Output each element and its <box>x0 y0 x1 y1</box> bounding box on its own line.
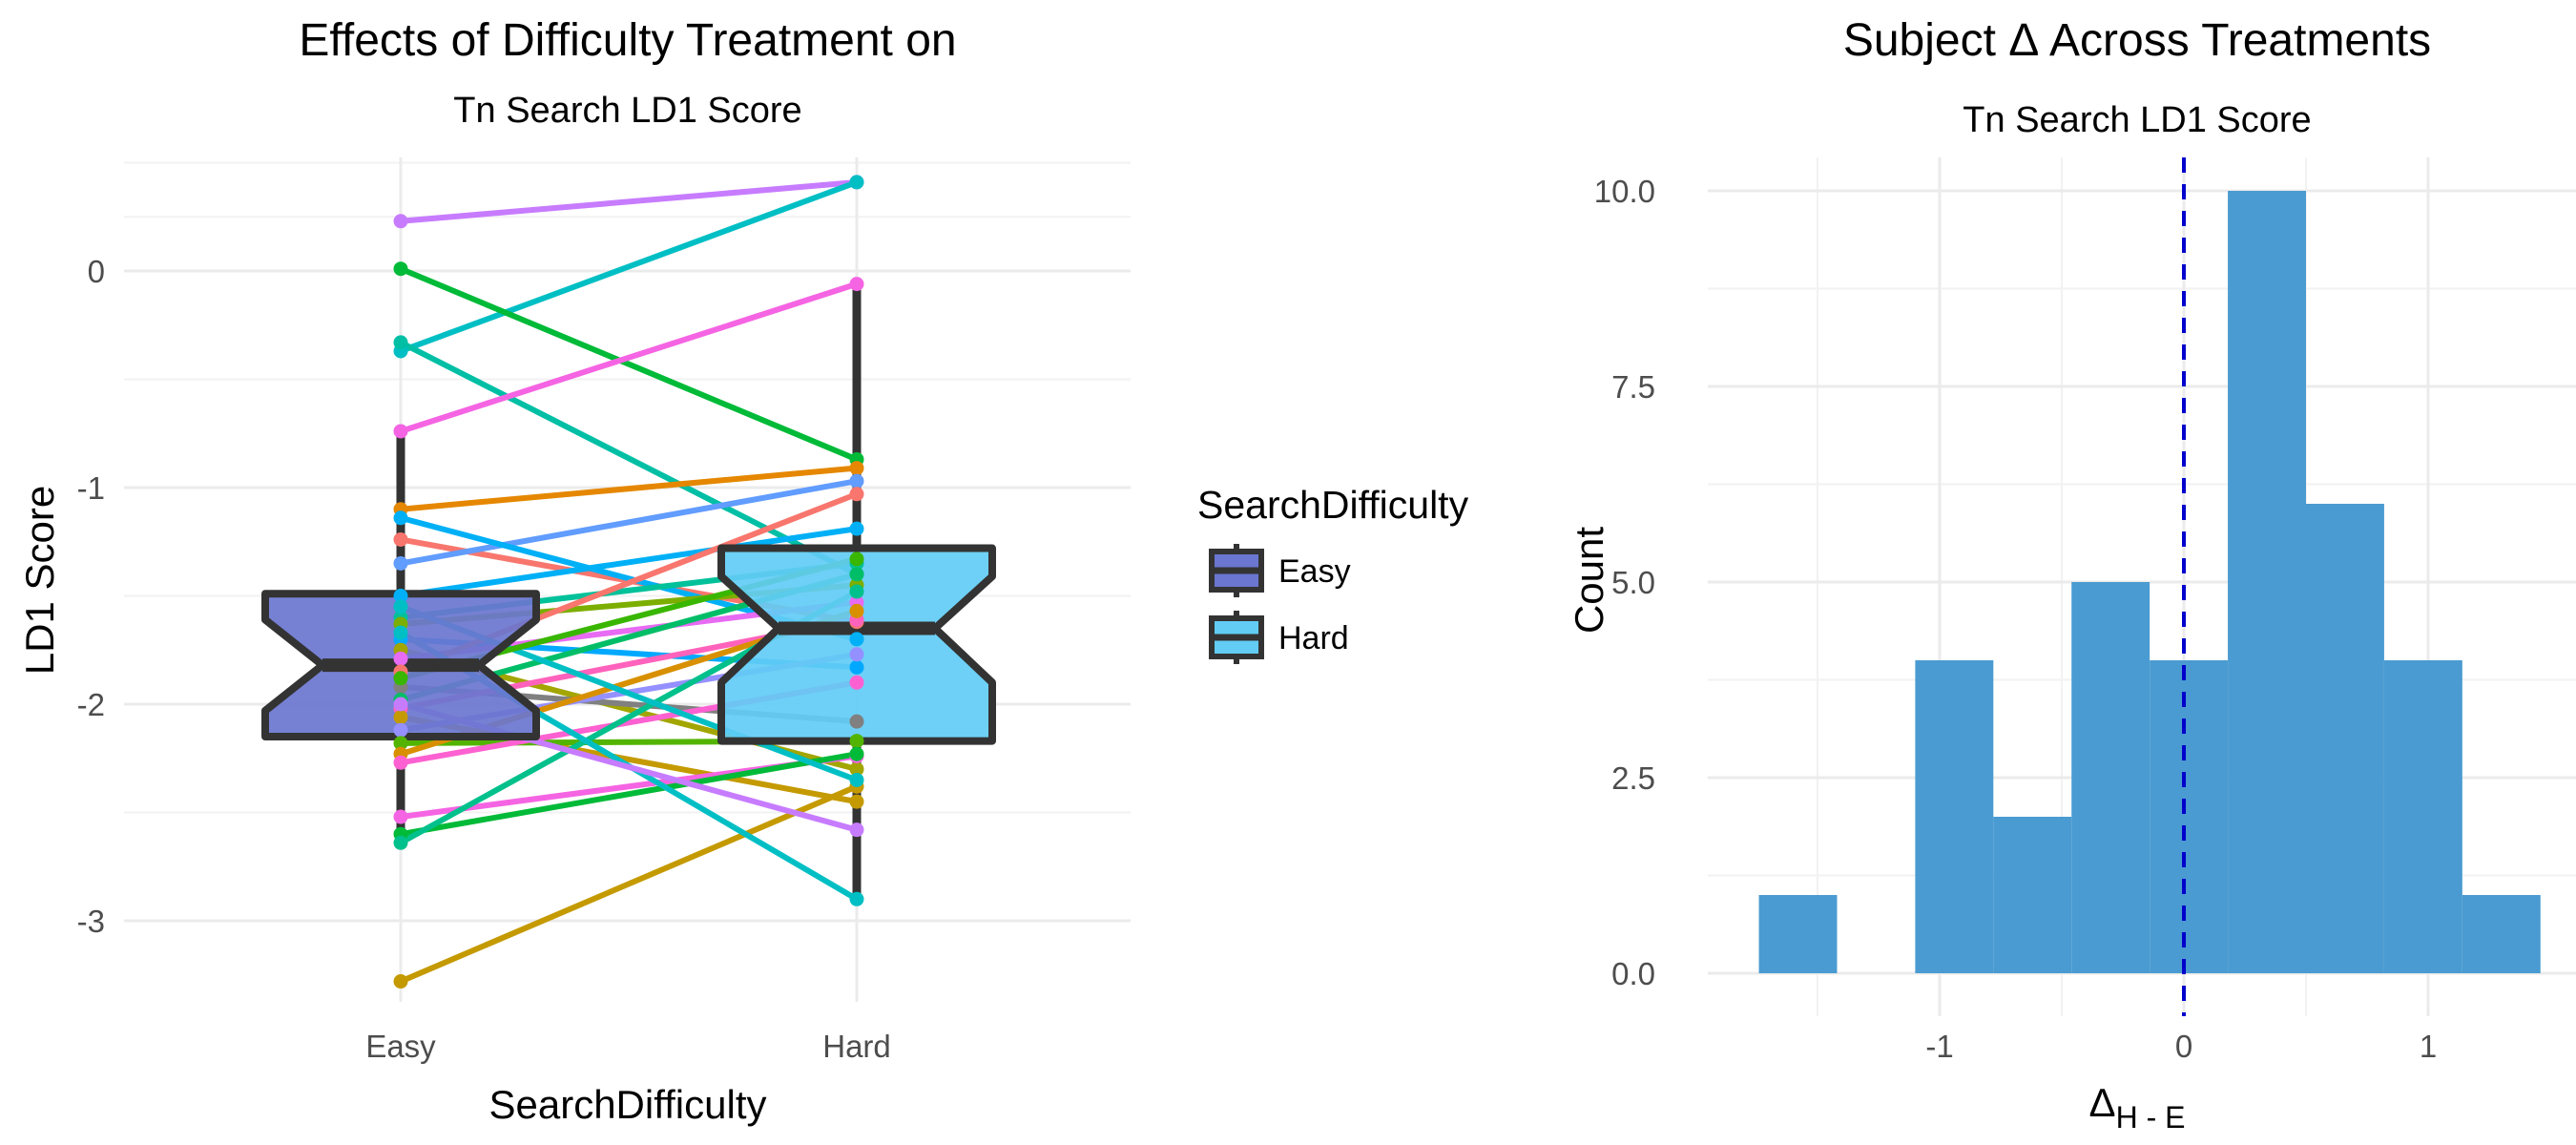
subject-point-hard <box>849 761 864 777</box>
delta-subscript: H - E <box>2116 1100 2186 1135</box>
histogram-bar <box>2462 895 2541 973</box>
y-tick-label: -3 <box>77 904 105 939</box>
subject-point-hard <box>849 822 864 838</box>
subject-line <box>398 281 860 434</box>
subject-point-easy <box>393 710 408 725</box>
subject-point-hard <box>849 487 864 502</box>
legend-title: SearchDifficulty <box>1197 483 1469 527</box>
subject-line <box>398 339 860 577</box>
histogram-bar <box>1915 660 1994 973</box>
subject-points <box>393 175 864 989</box>
x-tick-label: -1 <box>1925 1029 1953 1064</box>
histogram-bar <box>2306 504 2384 973</box>
right-x-tick-labels: -1 0 1 <box>1925 1029 2437 1064</box>
subject-point-easy <box>393 625 408 640</box>
subject-point-hard <box>849 714 864 729</box>
legend-label-easy: Easy <box>1278 553 1351 590</box>
subject-point-hard <box>849 461 864 476</box>
histogram-bar <box>1758 895 1838 973</box>
subject-point-easy <box>393 809 408 824</box>
subject-point-hard <box>849 521 864 536</box>
y-tick-label: -1 <box>77 470 105 506</box>
subject-point-easy <box>393 261 408 277</box>
subject-point-hard <box>849 603 864 618</box>
subject-point-easy <box>393 974 408 989</box>
subject-point-easy <box>393 555 408 571</box>
legend-label-hard: Hard <box>1278 620 1349 656</box>
subject-point-hard <box>849 632 864 647</box>
subject-line <box>398 178 860 224</box>
right-panel: Subject Δ Across Treatments Tn Search LD… <box>1567 15 2576 1135</box>
x-tick-label: 0 <box>2175 1029 2192 1064</box>
subject-point-hard <box>849 647 864 662</box>
subject-point-easy <box>393 835 408 850</box>
left-x-axis-title: SearchDifficulty <box>488 1082 766 1127</box>
subject-point-hard <box>849 891 864 906</box>
y-tick-label: 7.5 <box>1611 369 1655 405</box>
left-y-axis-title: LD1 Score <box>17 486 62 675</box>
subject-line <box>398 478 860 567</box>
right-y-tick-labels: 0.0 2.5 5.0 7.5 10.0 <box>1594 174 1655 991</box>
x-tick-label: 1 <box>2420 1029 2437 1064</box>
left-y-tick-labels: 0 -1 -2 -3 <box>77 254 105 939</box>
x-tick-label-hard: Hard <box>822 1029 891 1064</box>
subject-point-hard <box>849 277 864 292</box>
y-tick-label: 0 <box>88 254 105 289</box>
subject-point-easy <box>393 697 408 712</box>
subject-point-easy <box>393 755 408 770</box>
subject-point-easy <box>393 424 408 439</box>
subject-point-easy <box>393 214 408 229</box>
left-panel: Effects of Difficulty Treatment on Tn Se… <box>17 15 1131 1127</box>
y-tick-label: 5.0 <box>1611 565 1655 600</box>
histogram-bars <box>1758 191 2541 973</box>
y-tick-label: 0.0 <box>1611 956 1655 991</box>
y-tick-label: 2.5 <box>1611 760 1655 796</box>
subject-point-easy <box>393 722 408 738</box>
right-x-axis-title: ΔH - E <box>2089 1080 2186 1135</box>
subject-point-hard <box>849 175 864 190</box>
y-tick-label: 10.0 <box>1594 174 1655 209</box>
subject-line <box>398 465 860 512</box>
subject-line <box>398 751 860 838</box>
subject-line <box>398 178 860 354</box>
histogram-bar <box>2071 582 2150 973</box>
subject-point-easy <box>393 671 408 686</box>
subject-point-easy <box>393 510 408 526</box>
subject-point-hard <box>849 675 864 690</box>
x-tick-label-easy: Easy <box>365 1029 436 1064</box>
subject-point-easy <box>393 599 408 614</box>
legend: SearchDifficulty Easy Hard <box>1197 483 1469 664</box>
right-chart-subtitle: Tn Search LD1 Score <box>1963 100 2311 140</box>
histogram-bar <box>2228 191 2306 973</box>
y-tick-label: -2 <box>77 687 105 722</box>
subject-point-hard <box>849 473 864 489</box>
subject-line <box>398 526 860 599</box>
right-y-axis-title: Count <box>1567 527 1611 634</box>
subject-point-easy <box>393 589 408 603</box>
subject-line <box>398 265 860 463</box>
right-chart-title: Subject Δ Across Treatments <box>1843 15 2431 66</box>
subject-point-easy <box>393 531 408 547</box>
subject-line <box>398 783 860 985</box>
left-chart-title: Effects of Difficulty Treatment on <box>299 15 956 66</box>
left-chart-subtitle: Tn Search LD1 Score <box>453 91 801 131</box>
subject-point-easy <box>393 335 408 350</box>
histogram-bar <box>2383 660 2462 973</box>
legend-entries: Easy Hard <box>1209 544 1351 664</box>
subject-point-hard <box>849 659 864 675</box>
subject-point-hard <box>849 746 864 761</box>
subject-point-hard <box>849 772 864 787</box>
subject-point-hard <box>849 567 864 582</box>
subject-point-easy <box>393 736 408 751</box>
subject-point-hard <box>849 734 864 749</box>
histogram-bar <box>2150 660 2229 973</box>
subject-point-hard <box>849 552 864 567</box>
histogram-bar <box>1993 817 2072 973</box>
subject-point-easy <box>393 651 408 666</box>
subject-point-hard <box>849 584 864 599</box>
delta-symbol: Δ <box>2089 1080 2116 1125</box>
left-x-tick-labels: Easy Hard <box>365 1029 890 1064</box>
subject-point-hard <box>849 794 864 809</box>
